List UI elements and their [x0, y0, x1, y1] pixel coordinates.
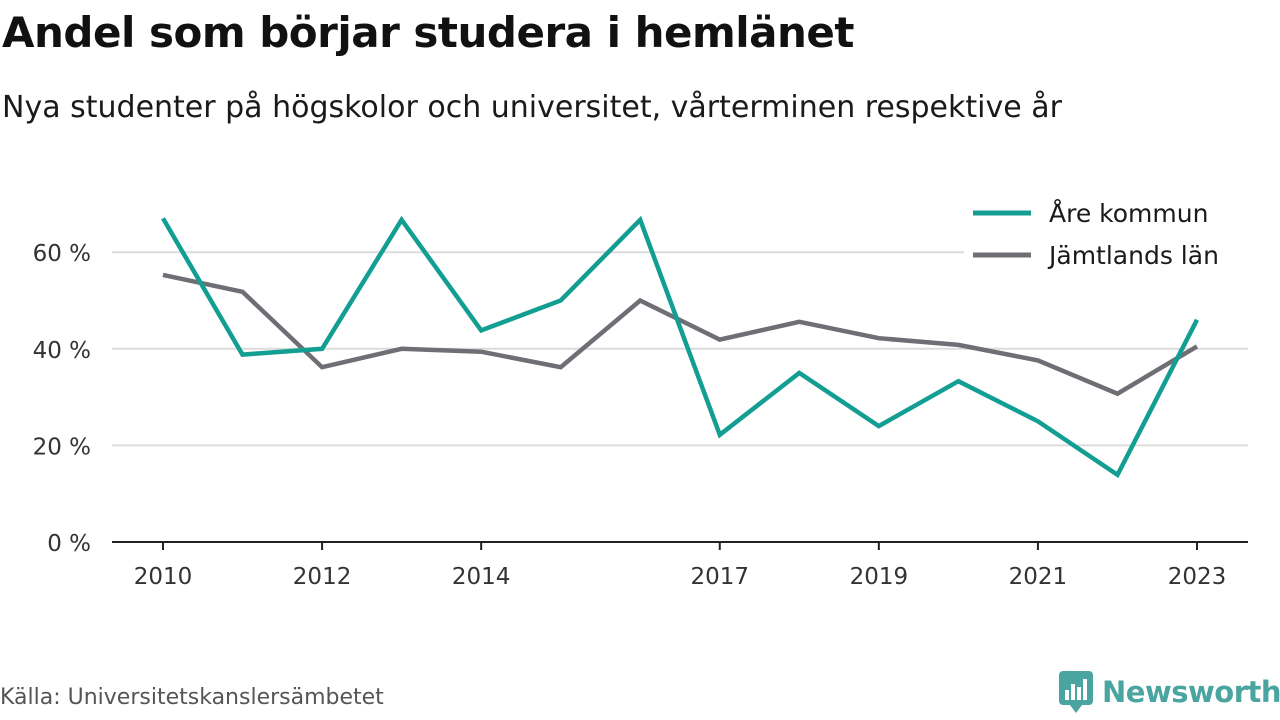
- brand-name: Newsworthy: [1102, 675, 1280, 709]
- x-tick-label: 2023: [1168, 564, 1227, 590]
- line-chart: 0 % 20 % 40 % 60 % 2010 2012 2014 2017 2019 2021 2…: [32, 185, 1250, 590]
- legend-background: [964, 185, 1250, 225]
- x-tick-label: 2017: [690, 564, 749, 590]
- y-tick-label: 40 %: [33, 338, 91, 364]
- y-tick-label: 0 %: [47, 531, 91, 557]
- x-tick-label: 2012: [293, 564, 352, 590]
- x-tick-label: 2019: [850, 564, 909, 590]
- series-line-jamtlands-lan: [162, 272, 1199, 397]
- x-tick-label: 2014: [452, 564, 511, 590]
- newsworthy-logo: Newsworthy: [1058, 670, 1280, 714]
- series-line-are-kommun: [161, 215, 1200, 479]
- x-tick-label: 2021: [1009, 564, 1068, 590]
- y-tick-label: 20 %: [33, 434, 91, 460]
- x-tick-label: 2010: [134, 564, 193, 590]
- legend-label: Åre kommun: [1049, 199, 1208, 228]
- bar-chart-icon: [1059, 671, 1093, 713]
- y-tick-label: 60 %: [33, 241, 91, 267]
- chart-subtitle: Nya studenter på högskolor och universit…: [2, 90, 1062, 125]
- legend-label: Jämtlands län: [1047, 241, 1219, 270]
- chart-title: Andel som börjar studera i hemlänet: [2, 8, 855, 57]
- source-note: Källa: Universitetskanslersämbetet: [0, 685, 384, 710]
- legend-background: [964, 227, 1250, 267]
